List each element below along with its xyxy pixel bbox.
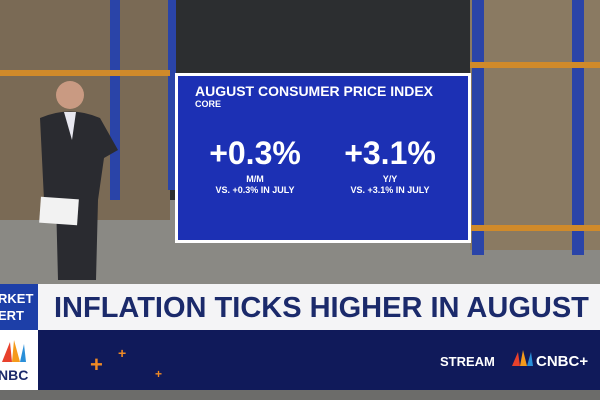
alert-tag: [0, 284, 38, 330]
headline: INFLATION TICKS HIGHER IN AUGUST: [54, 292, 589, 324]
floor-strip: [0, 390, 600, 400]
shelf-post: [572, 0, 584, 255]
cnbc-peacock: [512, 350, 533, 366]
stat-note: VS. +3.1% IN JULY: [351, 185, 430, 195]
decoration: +: [155, 367, 162, 381]
shelf-beam: [470, 225, 600, 231]
alert-tag-line: RKET: [0, 291, 33, 306]
board-subtitle: CORE: [195, 99, 221, 109]
board: [178, 76, 468, 240]
brand: CNBC+: [536, 353, 588, 370]
shelf-beam: [0, 70, 170, 76]
stat-note: VS. +0.3% IN JULY: [216, 185, 295, 195]
logo-text: NBC: [0, 367, 28, 383]
decoration: +: [118, 345, 126, 361]
shelf-beam: [470, 62, 600, 68]
shelf-post: [472, 0, 484, 255]
ticker-bar: [0, 330, 600, 390]
board-title: AUGUST CONSUMER PRICE INDEX: [195, 83, 434, 99]
peacock-logo: [2, 340, 26, 362]
presenter: [39, 81, 118, 280]
stat-value: +0.3%: [209, 135, 301, 171]
alert-tag-line: ERT: [0, 308, 24, 323]
stream-label: STREAM: [440, 354, 495, 369]
decoration: +: [90, 352, 103, 377]
headline-bar: [38, 284, 600, 330]
shelf-post: [110, 0, 120, 200]
stat-value: +3.1%: [344, 135, 436, 171]
stat-label: Y/Y: [383, 174, 398, 184]
stat-label: M/M: [246, 174, 264, 184]
shelf-post: [168, 0, 176, 190]
